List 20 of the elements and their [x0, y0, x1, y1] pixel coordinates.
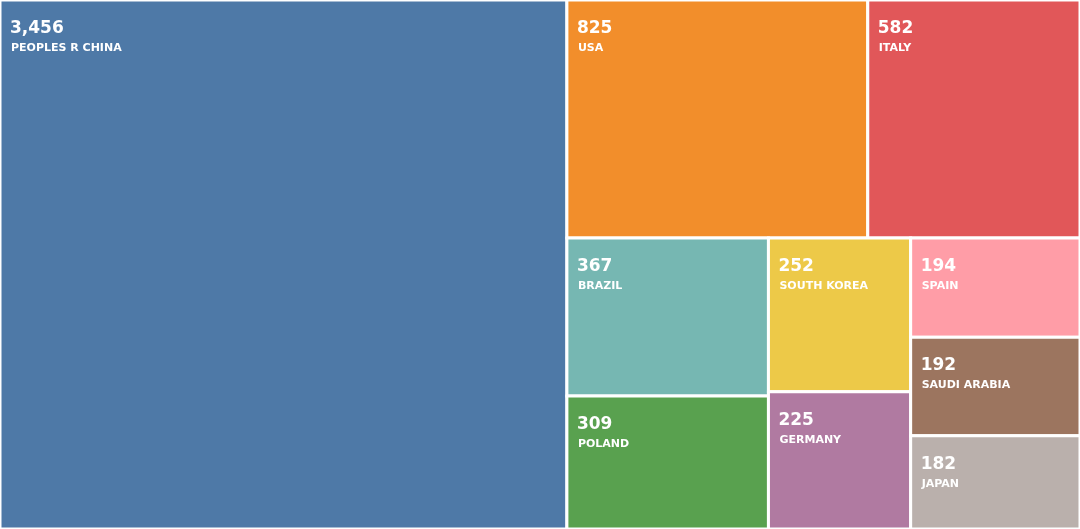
data-label: 825 [576, 17, 613, 37]
category-label: SAUDI ARABIA [921, 378, 1011, 392]
data-label: 582 [877, 17, 914, 37]
data-label: 192 [920, 354, 957, 375]
data-label: 182 [920, 452, 957, 473]
category-label: SOUTH KOREA [779, 278, 869, 292]
data-label: 367 [576, 254, 613, 275]
data-label: 252 [778, 254, 814, 275]
data-label: 194 [920, 254, 957, 275]
data-label: 3,456 [10, 17, 64, 37]
data-label: 225 [778, 408, 814, 429]
data-label: 309 [576, 412, 613, 433]
category-label: BRAZIL [577, 278, 623, 292]
category-label: PEOPLES R CHINA [11, 41, 123, 54]
category-label: GERMANY [779, 432, 843, 446]
category-label: POLAND [577, 436, 630, 450]
category-label: SPAIN [921, 278, 959, 292]
category-label: USA [577, 41, 604, 54]
category-label: ITALY [878, 41, 913, 54]
category-label: JAPAN [920, 476, 960, 490]
